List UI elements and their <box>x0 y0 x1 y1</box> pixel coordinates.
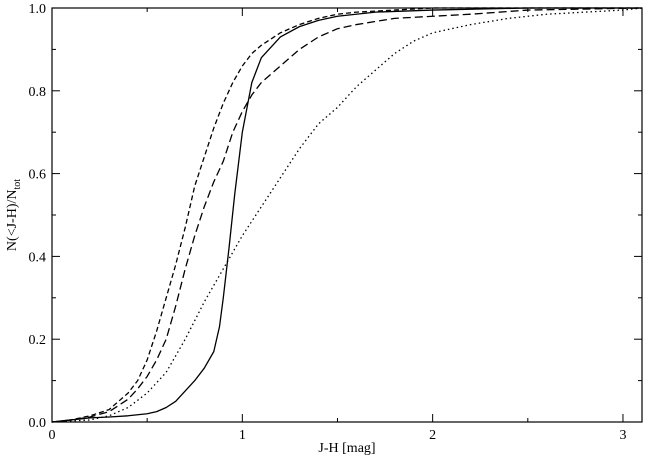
series-line-dotted <box>51 7 643 423</box>
y-axis-label: N(<J-H)/Ntot <box>5 179 23 251</box>
x-tick-label: 1 <box>239 428 246 443</box>
x-tick-label: 2 <box>429 428 436 443</box>
y-tick-label: 0.0 <box>29 416 47 431</box>
series-line-dashed <box>51 7 642 423</box>
ticks-layer: 0 1 2 3 0.0 0.2 0.4 0.6 0.8 1.0 <box>29 2 642 443</box>
y-tick-label: 0.2 <box>29 333 47 348</box>
x-tick-label: 3 <box>619 428 626 443</box>
y-tick-label: 0.8 <box>29 85 47 100</box>
x-tick-label: 0 <box>49 428 56 443</box>
y-tick-label: 1.0 <box>29 2 47 17</box>
x-axis-label: J-H [mag] <box>318 441 375 456</box>
y-axis-label-main: N(<J-H)/N <box>5 190 20 252</box>
series-line-solid <box>51 7 642 423</box>
plot-frame <box>51 7 643 423</box>
series-line-long-dashed <box>51 7 643 423</box>
series-layer <box>51 7 643 423</box>
y-axis-label-subscript: tot <box>12 179 23 190</box>
y-tick-label: 0.6 <box>29 168 47 183</box>
y-tick-label: 0.4 <box>29 250 47 265</box>
